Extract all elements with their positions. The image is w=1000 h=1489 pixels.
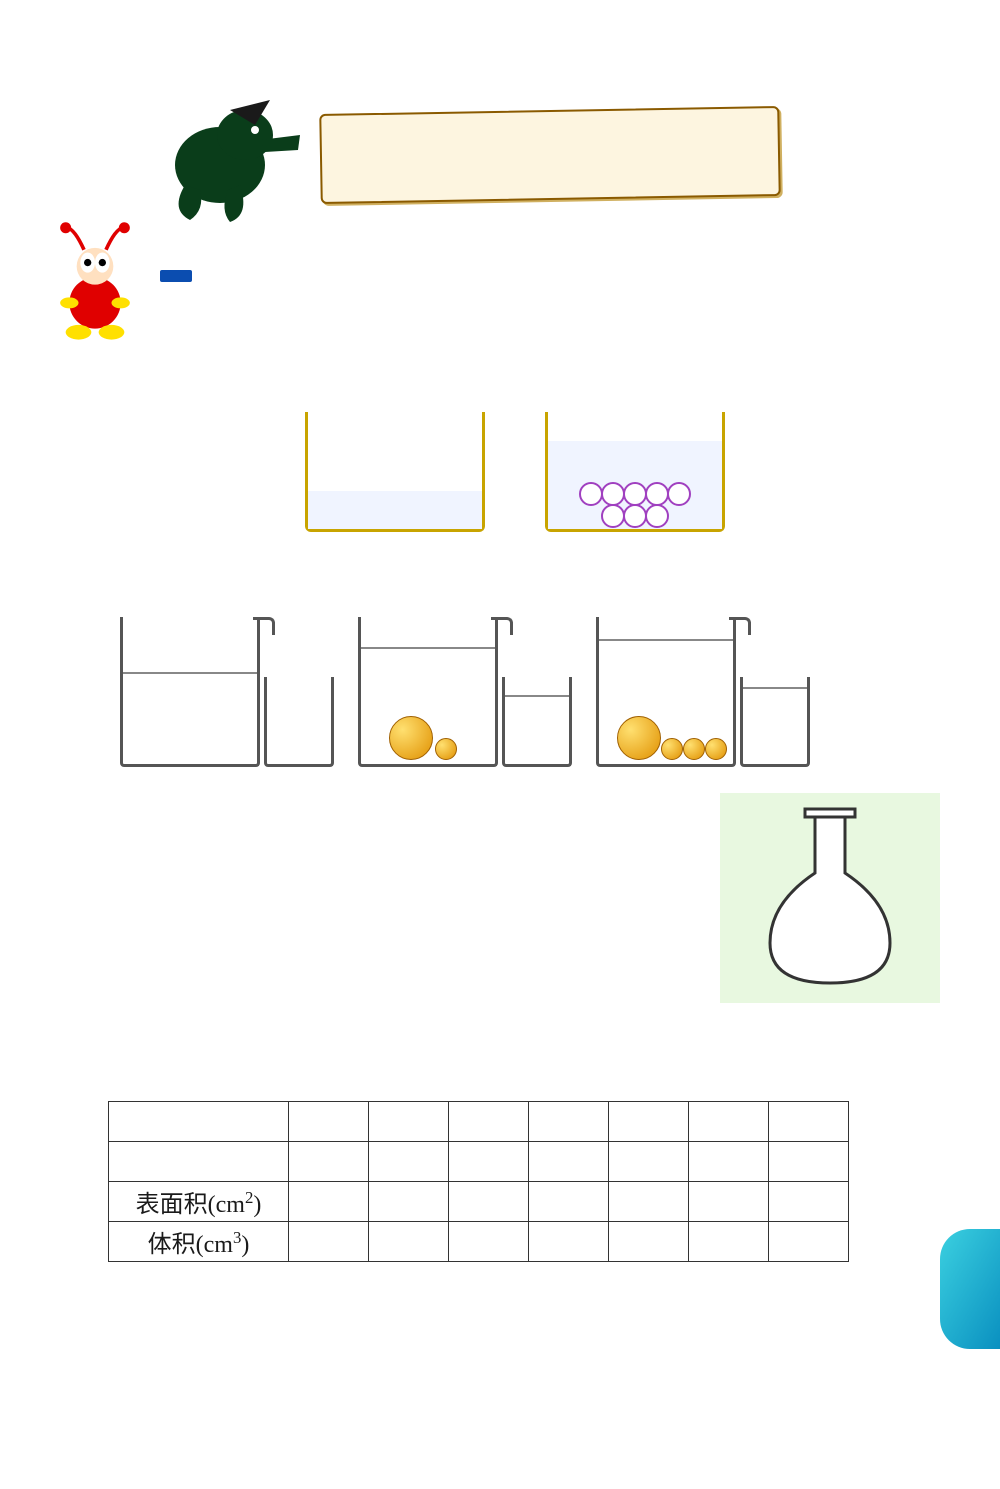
table-row-volume: 体积(cm3) — [109, 1221, 849, 1261]
section-title — [160, 270, 192, 282]
question-2 — [90, 556, 940, 604]
table-row-count — [109, 1141, 849, 1181]
q2-figures — [120, 617, 940, 767]
q3-flask — [720, 793, 940, 1003]
q1-beaker-1 — [305, 412, 485, 532]
q2-pair-1 — [120, 617, 334, 767]
ant-icon — [40, 220, 150, 340]
page-corner-decoration — [940, 1229, 1000, 1349]
row-header-count — [109, 1141, 289, 1181]
chapter-header — [90, 80, 940, 240]
chapter-banner — [319, 106, 781, 204]
dragon-icon — [150, 80, 300, 230]
q1-figures — [90, 412, 940, 532]
section-header — [90, 250, 940, 340]
table-row-layers — [109, 1101, 849, 1141]
question-4 — [90, 1013, 940, 1061]
q1-marbles — [556, 483, 714, 527]
q2-pair-3 — [596, 617, 810, 767]
question-1 — [90, 350, 940, 398]
table-row-surface: 表面积(cm2) — [109, 1181, 849, 1221]
q1-beaker-2 — [545, 412, 725, 532]
question-3 — [90, 793, 940, 1003]
q2-pair-2 — [358, 617, 572, 767]
q4-table: 表面积(cm2) 体积(cm3) — [108, 1101, 849, 1262]
row-header-surface: 表面积(cm2) — [109, 1181, 289, 1221]
row-header-layers — [109, 1101, 289, 1141]
row-header-volume: 体积(cm3) — [109, 1221, 289, 1261]
